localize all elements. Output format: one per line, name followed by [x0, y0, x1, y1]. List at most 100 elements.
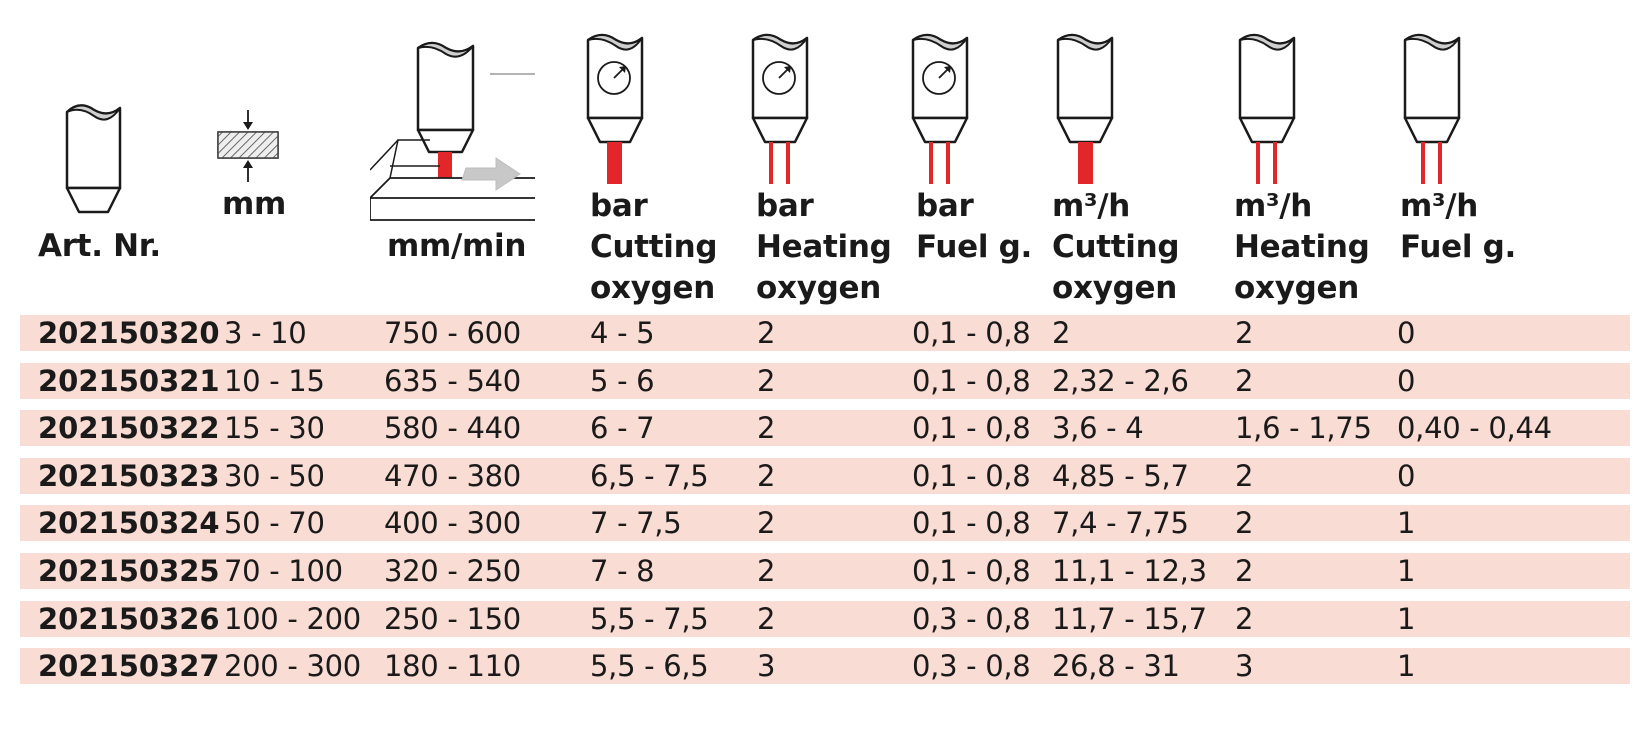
table-cell: 4,85 - 5,7 — [1052, 459, 1189, 493]
table-cell: 400 - 300 — [384, 506, 521, 540]
table-cell: 15 - 30 — [224, 411, 325, 445]
table-cell: 3,6 - 4 — [1052, 411, 1144, 445]
header-cutting-bar-unit: bar — [590, 188, 648, 224]
table-row: 202150320 3 - 10 750 - 600 4 - 5 2 0,1 - 0,8 2… — [20, 315, 1630, 351]
table-cell: 1 — [1397, 602, 1416, 636]
table-row: 202150323 30 - 50 470 - 380 6,5 - 7,5 2 0,1 -… — [20, 458, 1630, 494]
table-cell: 2 — [757, 316, 776, 350]
table-cell: 2 — [757, 554, 776, 588]
table-cell: 2,32 - 2,6 — [1052, 364, 1189, 398]
table-cell: 1,6 - 1,75 — [1235, 411, 1372, 445]
flow-nozzle-icon — [1403, 33, 1461, 184]
table-cell: 50 - 70 — [224, 506, 325, 540]
header-cutting-flow-line2: oxygen — [1052, 270, 1177, 306]
table-row: 202150321 10 - 15 635 - 540 5 - 6 2 0,1 - 0,8… — [20, 363, 1630, 399]
table-cell: 3 — [1235, 649, 1254, 683]
table-cell: 0,1 - 0,8 — [912, 411, 1031, 445]
pressure-gauge-nozzle-icon — [586, 33, 644, 184]
header-heating-bar-unit: bar — [756, 188, 814, 224]
header-heating-bar: bar Heating oxygen — [756, 186, 892, 309]
table-cell: 0,3 - 0,8 — [912, 649, 1031, 683]
table-cell: 2 — [757, 411, 776, 445]
table-cell: 0,1 - 0,8 — [912, 506, 1031, 540]
table-cell: 2 — [757, 364, 776, 398]
table-cell: 7 - 7,5 — [590, 506, 682, 540]
flow-nozzle-icon — [1238, 33, 1296, 184]
header-heating-flow-line1: Heating — [1234, 229, 1370, 265]
table-cell: 2 — [1052, 316, 1071, 350]
table-row: 202150325 70 - 100 320 - 250 7 - 8 2 0,1 - 0,… — [20, 553, 1630, 589]
pressure-gauge-nozzle-icon — [911, 33, 969, 184]
table-cell: 11,7 - 15,7 — [1052, 602, 1207, 636]
header-fuel-bar-line1: Fuel g. — [916, 229, 1033, 265]
table-cell: 635 - 540 — [384, 364, 521, 398]
header-heating-flow: m³/h Heating oxygen — [1234, 186, 1370, 309]
table-cell: 0,1 - 0,8 — [912, 316, 1031, 350]
article-number: 202150322 — [38, 411, 220, 445]
header-cutting-flow-unit: m³/h — [1052, 188, 1131, 224]
header-cutting-bar-line1: Cutting — [590, 229, 718, 265]
table-cell: 7 - 8 — [590, 554, 655, 588]
table-cell: 3 - 10 — [224, 316, 307, 350]
table-cell: 6,5 - 7,5 — [590, 459, 709, 493]
table-cell: 200 - 300 — [224, 649, 361, 683]
table-cell: 11,1 - 12,3 — [1052, 554, 1207, 588]
table-cell: 100 - 200 — [224, 602, 361, 636]
header-cutting-bar: bar Cutting oxygen — [590, 186, 718, 309]
table-cell: 2 — [757, 506, 776, 540]
header-cutting-flow: m³/h Cutting oxygen — [1052, 186, 1180, 309]
table-cell: 0,1 - 0,8 — [912, 364, 1031, 398]
table-cell: 2 — [757, 459, 776, 493]
table-cell: 2 — [1235, 602, 1254, 636]
table-cell: 5 - 6 — [590, 364, 655, 398]
table-cell: 1 — [1397, 649, 1416, 683]
table-cell: 10 - 15 — [224, 364, 325, 398]
table-row: 202150327 200 - 300 180 - 110 5,5 - 6,5 3 0,3… — [20, 648, 1630, 684]
header-speed-unit: mm/min — [387, 228, 527, 264]
table-cell: 2 — [1235, 506, 1254, 540]
table-cell: 2 — [1235, 316, 1254, 350]
table-cell: 2 — [1235, 364, 1254, 398]
header-cutting-flow-line1: Cutting — [1052, 229, 1180, 265]
table-cell: 470 - 380 — [384, 459, 521, 493]
header-thickness-unit: mm — [222, 186, 287, 222]
table-cell: 0,40 - 0,44 — [1397, 411, 1552, 445]
header-fuel-flow: m³/h Fuel g. — [1400, 186, 1516, 268]
nozzle-icon — [65, 104, 122, 214]
header-art-nr-label: Art. Nr. — [38, 228, 161, 264]
table-cell: 0 — [1397, 364, 1416, 398]
article-number: 202150323 — [38, 459, 220, 493]
header-fuel-bar-unit: bar — [916, 188, 974, 224]
table-cell: 0 — [1397, 316, 1416, 350]
material-thickness-icon — [217, 110, 279, 182]
table-cell: 2 — [757, 602, 776, 636]
header-fuel-flow-unit: m³/h — [1400, 188, 1479, 224]
article-number: 202150320 — [38, 316, 220, 350]
table-row: 202150326 100 - 200 250 - 150 5,5 - 7,5 2 0,3… — [20, 601, 1630, 637]
header-heating-flow-line2: oxygen — [1234, 270, 1359, 306]
table-cell: 0,3 - 0,8 — [912, 602, 1031, 636]
flow-nozzle-icon — [1056, 33, 1114, 184]
header-speed: mm/min — [387, 226, 526, 267]
table-cell: 580 - 440 — [384, 411, 521, 445]
table-cell: 6 - 7 — [590, 411, 655, 445]
table-cell: 0 — [1397, 459, 1416, 493]
header-heating-bar-line1: Heating — [756, 229, 892, 265]
header-heating-flow-unit: m³/h — [1234, 188, 1313, 224]
article-number: 202150324 — [38, 506, 220, 540]
table-cell: 250 - 150 — [384, 602, 521, 636]
header-art-nr: Art. Nr. — [38, 226, 161, 267]
header-thickness: mm — [222, 184, 286, 225]
table-cell: 2 — [1235, 459, 1254, 493]
header-heating-bar-line2: oxygen — [756, 270, 881, 306]
table-row: 202150324 50 - 70 400 - 300 7 - 7,5 2 0,1 - 0… — [20, 505, 1630, 541]
table-cell: 30 - 50 — [224, 459, 325, 493]
table-cell: 2 — [1235, 554, 1254, 588]
table-cell: 180 - 110 — [384, 649, 521, 683]
table-cell: 26,8 - 31 — [1052, 649, 1180, 683]
table-cell: 0,1 - 0,8 — [912, 459, 1031, 493]
table-cell: 0,1 - 0,8 — [912, 554, 1031, 588]
header-fuel-bar: bar Fuel g. — [916, 186, 1032, 268]
article-number: 202150327 — [38, 649, 220, 683]
table-cell: 5,5 - 7,5 — [590, 602, 709, 636]
